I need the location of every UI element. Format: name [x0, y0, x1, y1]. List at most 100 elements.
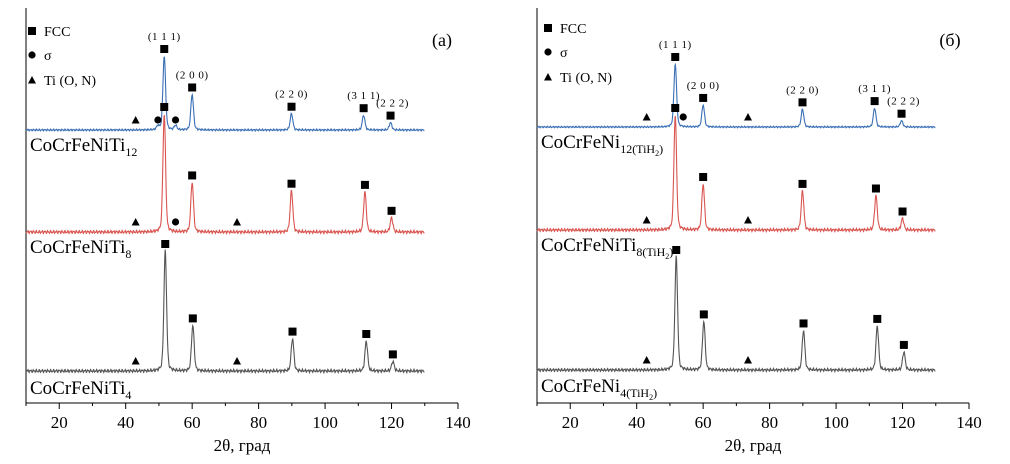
legend-circle-marker	[28, 51, 36, 59]
legend-label: σ	[44, 49, 52, 64]
legend-label: FCC	[44, 25, 70, 40]
panel-2: 20 40 60 80 100 120 140 2θ, град (б) FCC σ Ti (O, N…	[536, 8, 982, 455]
fcc-marker	[387, 206, 396, 215]
fcc-marker	[798, 98, 807, 107]
x-tick-label: 20	[562, 413, 579, 432]
fcc-marker	[699, 93, 708, 102]
fcc-marker	[161, 240, 170, 248]
sample-label: CoCrFeNi12(TiH2)	[541, 132, 663, 158]
x-tick-label: 100	[823, 413, 849, 432]
legend-square-marker	[544, 24, 552, 32]
tion-marker	[131, 218, 140, 226]
tion-marker	[642, 113, 651, 121]
xrd-curve	[536, 116, 936, 234]
xrd-curve	[25, 115, 425, 236]
series-1: (1 1 1) (2 0 0) (2 2 0) (3 1 1)(2 2 2) CoCrF…	[25, 31, 425, 159]
sample-label-main: CoCrFeNiTi	[541, 235, 636, 256]
fcc-marker	[287, 179, 296, 188]
fcc-marker	[188, 83, 197, 92]
x-tick-label: 140	[956, 413, 982, 432]
sample-label-main: CoCrFeNiTi	[30, 378, 125, 399]
tion-marker	[233, 357, 242, 365]
x-tick-label: 20	[51, 413, 68, 432]
hkl-label: (1 1 1)	[148, 31, 181, 43]
legend-entry: Ti (O, N)	[544, 71, 612, 86]
sigma-marker	[154, 116, 162, 124]
x-tick-label: 120	[890, 413, 916, 432]
fcc-marker	[899, 340, 908, 349]
sample-label: CoCrFeNiTi8(TiH2)	[541, 235, 673, 261]
x-tick-label: 60	[695, 413, 712, 432]
sample-label-sub: 8	[125, 247, 131, 261]
x-tick-label: 60	[184, 413, 201, 432]
sample-label-sub: 4(TiH	[620, 386, 649, 400]
sample-label-sub: 4	[125, 388, 131, 402]
series-2: CoCrFeNiTi8(TiH 2)	[536, 104, 936, 261]
series-3: CoCrFeNi4(TiH2)	[536, 246, 936, 402]
sample-label-main: CoCrFeNiTi	[30, 237, 125, 258]
sample-label-sub2: 2	[655, 149, 659, 158]
sample-label-sub: 8(TiH	[636, 245, 665, 259]
sample-label: CoCrFeNi4(TiH2)	[541, 376, 657, 402]
hkl-label: (2 2 2)	[376, 98, 409, 110]
fcc-marker	[388, 350, 397, 359]
sample-label-sub: 12(TiH	[620, 142, 655, 156]
xrd-curve	[25, 249, 425, 375]
panel-label: (а)	[432, 30, 452, 51]
x-tick-label: 140	[445, 413, 471, 432]
fcc-marker	[188, 314, 197, 323]
hkl-label: (2 0 0)	[687, 80, 720, 92]
tion-marker	[233, 218, 242, 226]
series-1: (1 1 1) (2 0 0) (2 2 0) (3 1 1)(2 2 2) CoCrF…	[536, 39, 936, 158]
sample-label-sub-close: )	[653, 386, 657, 400]
x-axis-label: 2θ, град	[214, 436, 271, 455]
fcc-marker	[188, 171, 197, 180]
hkl-label: (2 2 2)	[887, 96, 920, 108]
fcc-marker	[359, 104, 368, 113]
panel-label: (б)	[939, 30, 960, 51]
fcc-marker	[672, 246, 681, 254]
legend-entry: σ	[544, 46, 568, 61]
legend-triangle-marker	[28, 76, 36, 84]
legend-circle-marker	[544, 48, 552, 56]
legend-label: FCC	[560, 22, 586, 37]
hkl-label: (2 2 0)	[786, 84, 819, 96]
hkl-label: (2 0 0)	[176, 69, 209, 81]
hkl-label: (2 2 0)	[275, 89, 308, 101]
x-axis-label: 2θ, град	[725, 436, 782, 455]
xrd-curve	[536, 62, 936, 129]
sample-label-sub: 12	[125, 145, 137, 159]
fcc-marker	[798, 179, 807, 188]
fcc-marker	[160, 103, 169, 111]
fcc-marker	[362, 330, 371, 338]
hkl-label: (3 1 1)	[347, 90, 380, 102]
fcc-marker	[799, 319, 808, 328]
x-tick-label: 80	[250, 413, 267, 432]
sample-label: CoCrFeNiTi8	[30, 237, 131, 261]
fcc-marker	[871, 184, 880, 193]
fcc-marker	[898, 207, 907, 216]
legend-label: σ	[560, 46, 568, 61]
legend-entry: FCC	[544, 22, 586, 37]
sigma-marker	[679, 113, 687, 121]
fcc-marker	[897, 109, 906, 118]
fcc-marker	[870, 97, 879, 106]
xrd-curve	[25, 56, 425, 133]
sample-label-sub-close: )	[669, 245, 673, 259]
tion-marker	[642, 356, 651, 364]
legend-label: Ti (O, N)	[44, 74, 96, 89]
hkl-label: (3 1 1)	[858, 83, 891, 95]
series-2: CoCrFeNiTi8	[25, 103, 425, 261]
legend-entry: FCC	[28, 25, 70, 40]
fcc-marker	[160, 45, 169, 53]
legend-entry: σ	[28, 49, 52, 64]
tion-marker	[744, 113, 753, 121]
sample-label-main: CoCrFeNi	[541, 376, 620, 397]
tion-marker	[744, 356, 753, 364]
fcc-marker	[386, 111, 395, 120]
legend-label: Ti (O, N)	[560, 71, 612, 86]
fcc-marker	[360, 180, 369, 189]
tion-marker	[131, 116, 140, 124]
tion-marker	[744, 216, 753, 224]
